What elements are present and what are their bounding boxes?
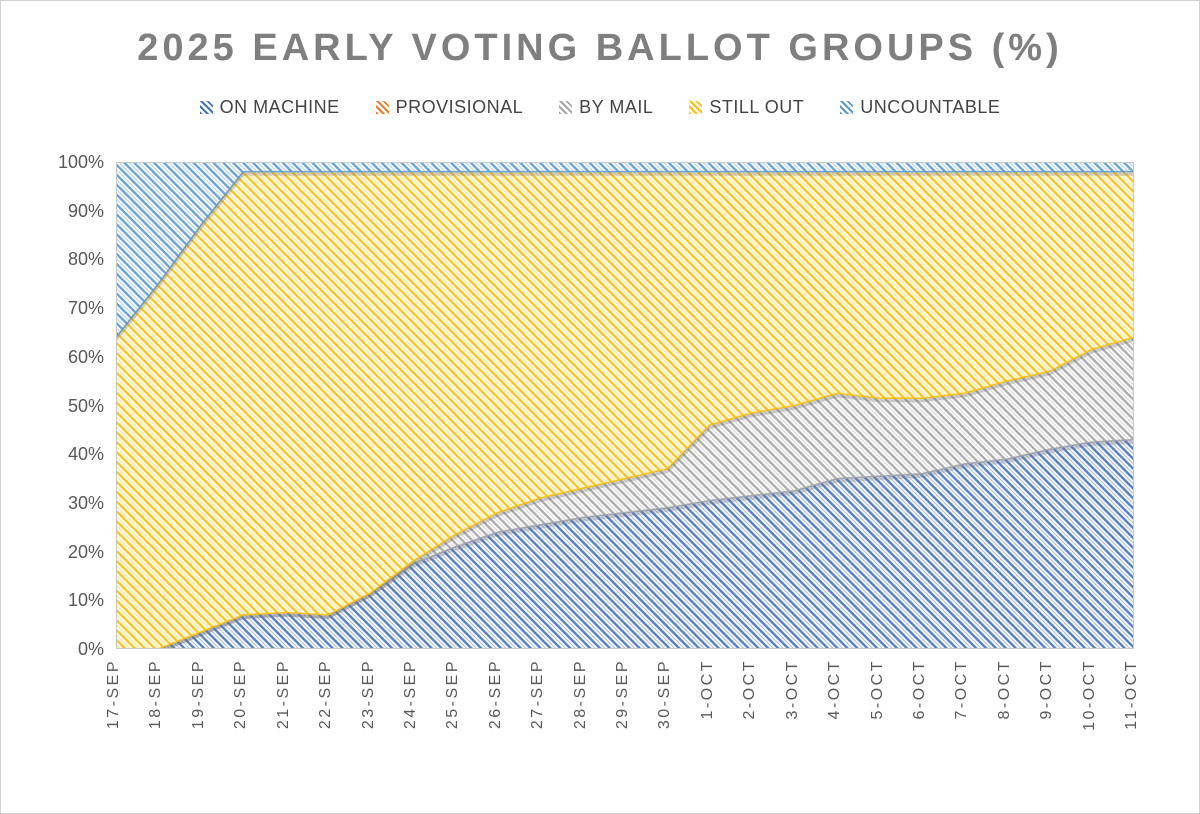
x-tick-label: 21-SEP [274,659,292,730]
area-uncountable [116,162,1134,339]
legend-label: UNCOUNTABLE [860,97,1001,117]
legend-swatch-uncountable [840,101,854,114]
x-tick-label: 8-OCT [995,659,1013,720]
x-tick-label: 26-SEP [486,659,504,730]
x-tick-label: 20-SEP [232,659,250,730]
legend-label: STILL OUT [709,97,805,117]
plot-area [116,162,1134,649]
legend-item-still-out: STILL OUT [689,97,804,118]
x-tick-label: 6-OCT [910,659,928,720]
boundary-shadow [160,440,1134,649]
legend-item-by-mail: BY MAIL [559,97,653,118]
x-tick-label: 3-OCT [783,659,801,720]
x-tick-label: 1-OCT [698,659,716,720]
x-tick-label: 24-SEP [401,659,419,730]
x-tick-label: 9-OCT [1038,659,1056,720]
y-tick-label: 30% [67,492,104,513]
x-tick-label: 5-OCT [868,659,886,720]
x-tick-label: 10-OCT [1080,659,1098,731]
x-tick-label: 29-SEP [614,659,631,730]
x-tick-label: 25-SEP [444,659,462,730]
x-tick-label: 19-SEP [189,659,207,730]
x-tick-label: 22-SEP [317,659,335,730]
x-tick-label: 4-OCT [826,659,844,720]
x-tick-label: 23-SEP [359,659,377,730]
y-tick-label: 80% [67,249,104,270]
y-tick-label: 90% [67,200,104,221]
y-tick-label: 60% [67,346,104,367]
legend-swatch-on-machine [199,101,213,114]
legend-swatch-still-out [689,101,703,114]
legend-item-on-machine: ON MACHINE [199,97,340,118]
x-tick-label: 7-OCT [953,659,971,720]
chart-legend: ON MACHINE PROVISIONAL BY MAIL STILL OUT UNC… [1,97,1199,118]
y-tick-label: 0% [77,639,104,659]
y-tick-label: 50% [67,395,104,416]
x-tick-label: 30-SEP [656,659,674,730]
chart-title: 2025 EARLY VOTING BALLOT GROUPS (%) [137,27,1063,69]
legend-swatch-provisional [375,101,389,114]
x-tick-label: 28-SEP [571,659,589,730]
boundary-shadow [160,338,1134,649]
y-tick-label: 20% [67,541,104,562]
y-tick-label: 40% [67,444,104,465]
legend-label: ON MACHINE [219,97,340,117]
y-tick-label: 100% [57,152,104,172]
y-tick-label: 10% [67,590,104,611]
legend-swatch-by-mail [559,101,573,114]
legend-item-provisional: PROVISIONAL [375,97,524,118]
x-tick-label: 18-SEP [147,659,165,730]
boundary-shadow [116,172,1134,341]
y-tick-label: 70% [67,298,104,319]
x-tick-label: 11-OCT [1123,659,1140,730]
legend-label: PROVISIONAL [395,97,524,117]
x-tick-label: 27-SEP [529,659,547,730]
x-tick-label: 17-SEP [105,659,122,730]
legend-item-uncountable: UNCOUNTABLE [840,97,1000,118]
stacked-area-canvas [116,162,1134,649]
legend-label: BY MAIL [579,97,654,117]
x-tick-label: 2-OCT [741,659,759,720]
